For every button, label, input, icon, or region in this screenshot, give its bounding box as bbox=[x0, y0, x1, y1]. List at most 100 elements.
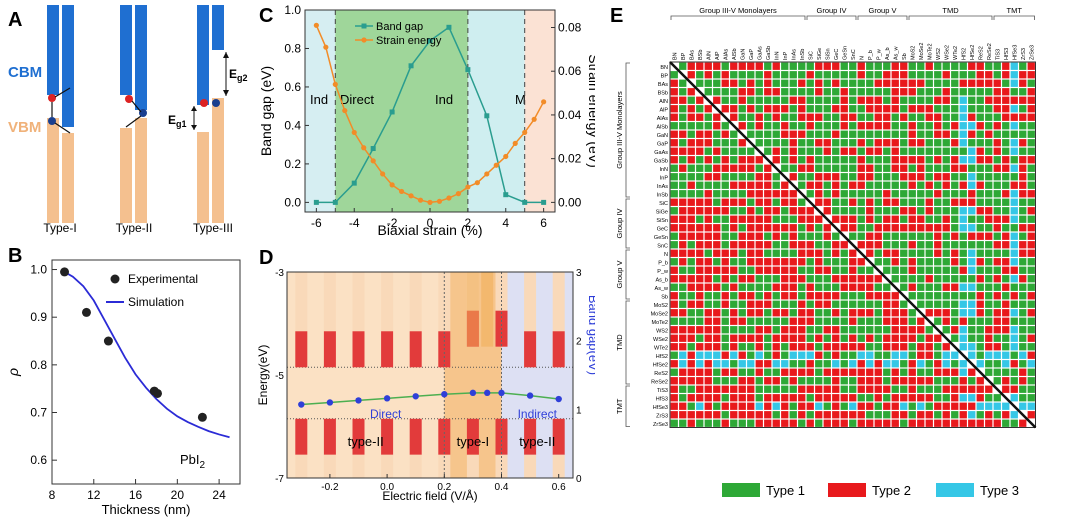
matrix-cell bbox=[866, 190, 874, 198]
matrix-cell bbox=[1027, 215, 1035, 223]
matrix-cell bbox=[908, 62, 916, 70]
matrix-cell bbox=[789, 334, 797, 342]
matrix-cell bbox=[798, 292, 806, 300]
band-gap-point bbox=[441, 391, 448, 398]
matrix-cell bbox=[874, 198, 882, 206]
matrix-cell bbox=[976, 402, 984, 410]
matrix-cell bbox=[704, 173, 712, 181]
matrix-cell bbox=[959, 207, 967, 215]
matrix-cell bbox=[806, 96, 814, 104]
matrix-cell bbox=[781, 62, 789, 70]
matrix-cell bbox=[866, 198, 874, 206]
matrix-cell bbox=[781, 317, 789, 325]
matrix-cell bbox=[993, 215, 1001, 223]
matrix-cell bbox=[951, 215, 959, 223]
matrix-cell bbox=[738, 385, 746, 393]
matrix-cell bbox=[968, 207, 976, 215]
matrix-cell bbox=[942, 411, 950, 419]
matrix-cell bbox=[755, 368, 763, 376]
y-tick-label: 1.0 bbox=[284, 3, 301, 17]
matrix-cell bbox=[815, 147, 823, 155]
matrix-cell bbox=[1010, 241, 1018, 249]
matrix-cell bbox=[942, 241, 950, 249]
matrix-cell bbox=[721, 88, 729, 96]
strain-energy-point bbox=[465, 184, 471, 190]
matrix-cell bbox=[891, 173, 899, 181]
matrix-cell bbox=[815, 249, 823, 257]
matrix-cell bbox=[755, 96, 763, 104]
x-tick-label: 24 bbox=[212, 488, 226, 502]
group-bracket-left bbox=[625, 198, 630, 249]
matrix-cell bbox=[789, 96, 797, 104]
matrix-cell bbox=[1027, 360, 1035, 368]
matrix-cell bbox=[738, 283, 746, 291]
matrix-cell bbox=[866, 334, 874, 342]
matrix-cell bbox=[874, 224, 882, 232]
matrix-cell bbox=[755, 207, 763, 215]
matrix-cell bbox=[942, 173, 950, 181]
matrix-cell bbox=[738, 317, 746, 325]
matrix-cell bbox=[679, 62, 687, 70]
matrix-cell bbox=[985, 258, 993, 266]
matrix-cell bbox=[1010, 156, 1018, 164]
matrix-cell bbox=[815, 258, 823, 266]
matrix-cell bbox=[687, 173, 695, 181]
matrix-cell bbox=[942, 402, 950, 410]
matrix-cell bbox=[823, 71, 831, 79]
row-label: HfS3 bbox=[656, 397, 668, 403]
matrix-cell bbox=[976, 198, 984, 206]
matrix-cell bbox=[934, 275, 942, 283]
group-label-left: TMD bbox=[615, 334, 624, 351]
matrix-cell bbox=[849, 300, 857, 308]
matrix-cell bbox=[951, 164, 959, 172]
matrix-cell bbox=[874, 207, 882, 215]
column-label: HfS2 bbox=[961, 48, 967, 60]
matrix-cell bbox=[1027, 122, 1035, 130]
matrix-cell bbox=[866, 139, 874, 147]
matrix-cell bbox=[764, 215, 772, 223]
matrix-cell bbox=[951, 173, 959, 181]
matrix-cell bbox=[1010, 173, 1018, 181]
matrix-cell bbox=[883, 207, 891, 215]
matrix-cell bbox=[1010, 368, 1018, 376]
type-ii-cbm-right bbox=[135, 5, 147, 110]
matrix-cell bbox=[721, 343, 729, 351]
matrix-cell bbox=[993, 351, 1001, 359]
matrix-cell bbox=[976, 164, 984, 172]
matrix-cell bbox=[806, 360, 814, 368]
matrix-cell bbox=[1002, 334, 1010, 342]
matrix-cell bbox=[874, 173, 882, 181]
matrix-cell bbox=[891, 207, 899, 215]
matrix-cell bbox=[976, 105, 984, 113]
matrix-cell bbox=[823, 368, 831, 376]
matrix-cell bbox=[832, 207, 840, 215]
matrix-cell bbox=[679, 173, 687, 181]
matrix-cell bbox=[781, 113, 789, 121]
matrix-cell bbox=[823, 292, 831, 300]
vbm-edge-bar bbox=[381, 418, 394, 455]
matrix-cell bbox=[900, 368, 908, 376]
matrix-cell bbox=[917, 164, 925, 172]
matrix-cell bbox=[755, 360, 763, 368]
matrix-cell bbox=[993, 343, 1001, 351]
matrix-cell bbox=[840, 71, 848, 79]
matrix-cell bbox=[704, 88, 712, 96]
matrix-cell bbox=[976, 360, 984, 368]
matrix-cell bbox=[798, 164, 806, 172]
matrix-cell bbox=[1010, 419, 1018, 427]
matrix-cell bbox=[925, 309, 933, 317]
matrix-cell bbox=[789, 207, 797, 215]
matrix-cell bbox=[687, 258, 695, 266]
cbm-edge-bar bbox=[524, 331, 537, 368]
column-label: AlN bbox=[706, 51, 712, 60]
y2-tick-label: 0.02 bbox=[558, 152, 582, 166]
matrix-cell bbox=[806, 326, 814, 334]
electron-icon bbox=[125, 95, 133, 103]
matrix-cell bbox=[917, 190, 925, 198]
matrix-cell bbox=[959, 385, 967, 393]
strain-energy-point bbox=[380, 171, 386, 177]
matrix-cell bbox=[1002, 300, 1010, 308]
matrix-cell bbox=[772, 113, 780, 121]
matrix-cell bbox=[713, 62, 721, 70]
matrix-cell bbox=[976, 71, 984, 79]
